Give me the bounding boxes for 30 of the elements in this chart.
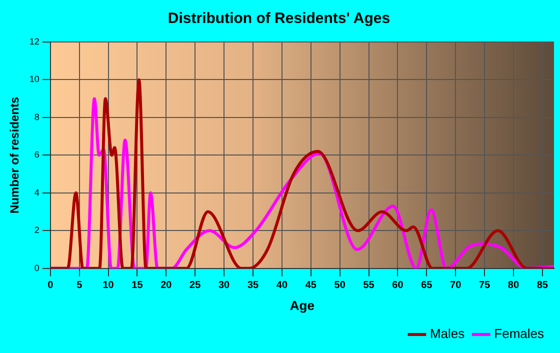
x-tick-label: 55 [363,280,375,292]
chart-title: Distribution of Residents' Ages [168,10,390,28]
x-tick-label: 20 [160,280,172,292]
x-tick-label: 5 [76,280,83,292]
legend-label: Females [494,326,544,342]
x-tick-label: 25 [190,280,202,292]
x-tick-label: 35 [247,280,260,292]
x-tick-label: 40 [276,280,288,292]
y-axis-title: Number of residents [8,96,22,214]
x-tick-label: 60 [392,280,404,292]
x-tick-label: 30 [218,280,230,292]
y-tick-label: 6 [34,150,40,160]
x-tick-label: 75 [478,280,491,292]
y-tick-label: 0 [34,262,40,273]
x-tick-label: 15 [132,280,144,292]
x-tick-label: 65 [421,280,433,292]
x-tick-label: 45 [305,280,317,292]
x-tick-label: 85 [536,280,548,292]
x-tick-label: 70 [450,280,462,292]
x-axis-title: Age [290,298,314,313]
y-tick-label: 8 [34,112,40,122]
x-tick-label: 50 [334,280,346,292]
x-tick-label: 80 [508,280,520,292]
y-tick-label: 4 [34,187,40,198]
y-tick-label: 10 [29,74,40,84]
x-tick-label: 0 [48,280,54,292]
x-tick-label: 10 [102,280,114,292]
legend-label: Males [430,326,466,342]
y-tick-label: 2 [34,225,40,236]
y-tick-label: 12 [29,36,40,46]
